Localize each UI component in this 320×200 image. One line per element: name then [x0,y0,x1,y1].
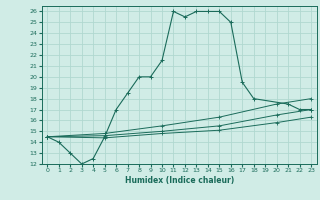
X-axis label: Humidex (Indice chaleur): Humidex (Indice chaleur) [124,176,234,185]
